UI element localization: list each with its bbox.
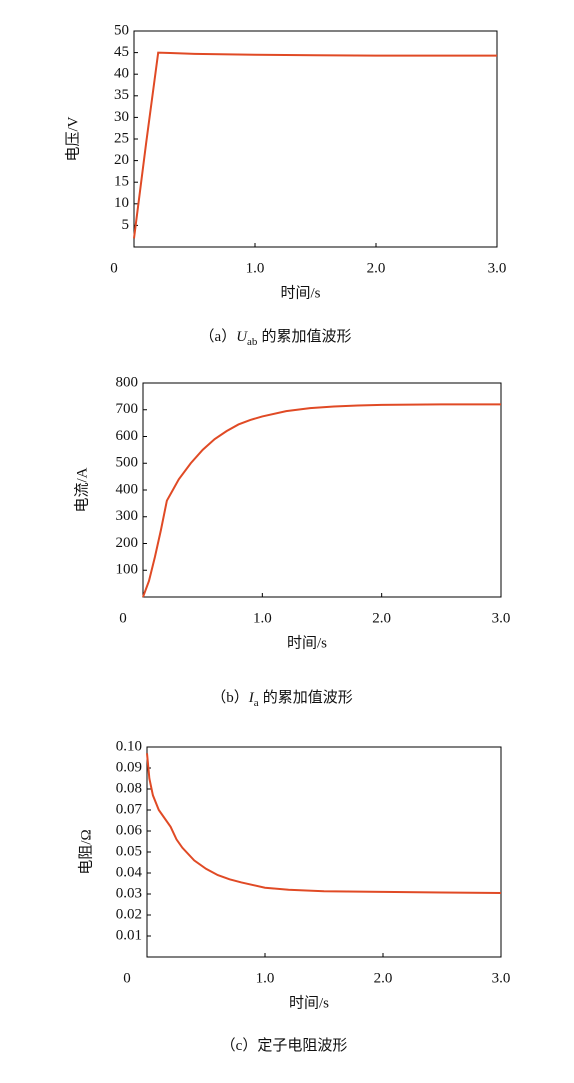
y-axis-label: 电流/A — [73, 467, 90, 512]
caption-text: 定子电阻波形 — [257, 1037, 347, 1054]
caption: （c）定子电阻波形 — [221, 1037, 348, 1054]
x-tick-label: 3.0 — [488, 260, 507, 276]
y-axis-label: 电阻/Ω — [77, 829, 94, 874]
y-tick-label: 40 — [114, 66, 129, 82]
plot-frame — [142, 382, 502, 598]
caption-symbol: I — [248, 690, 255, 706]
x-tick-label: 0 — [110, 260, 118, 276]
y-tick-label: 0.01 — [116, 927, 142, 943]
y-tick-label: 0.04 — [116, 864, 143, 880]
x-tick-label: 2.0 — [367, 260, 386, 276]
y-tick-label: 400 — [116, 481, 139, 497]
x-tick-label: 0 — [119, 610, 127, 626]
data-line — [146, 753, 502, 894]
y-tick-label: 300 — [116, 508, 139, 524]
y-tick-label: 10 — [114, 195, 129, 211]
caption-subscript: ab — [247, 336, 258, 348]
plot-frame — [146, 746, 502, 958]
caption-symbol: U — [236, 329, 248, 345]
x-axis-label: 时间/s — [280, 284, 320, 301]
y-tick-label: 0.05 — [116, 843, 142, 859]
y-tick-label: 0.07 — [116, 801, 143, 817]
y-axis-label: 电压/V — [64, 116, 81, 161]
x-tick-label: 2.0 — [372, 610, 391, 626]
y-tick-label: 15 — [114, 174, 129, 190]
plot-frame — [133, 30, 498, 248]
y-tick-label: 500 — [116, 455, 139, 471]
caption-subscript: a — [254, 697, 259, 709]
y-tick-label: 800 — [116, 374, 139, 390]
y-tick-label: 5 — [122, 217, 130, 233]
y-tick-label: 0.08 — [116, 780, 142, 796]
y-tick-label: 25 — [114, 130, 129, 146]
x-axis-label: 时间/s — [287, 634, 327, 651]
caption-text: 的累加值波形 — [263, 689, 353, 706]
caption-label: （b） — [211, 689, 249, 706]
x-tick-label: 1.0 — [253, 610, 272, 626]
x-tick-label: 0 — [123, 970, 131, 986]
x-tick-label: 1.0 — [246, 260, 265, 276]
y-tick-label: 20 — [114, 152, 129, 168]
y-tick-label: 100 — [116, 562, 139, 578]
x-tick-label: 3.0 — [492, 610, 511, 626]
x-axis-label: 时间/s — [289, 994, 329, 1011]
data-line — [142, 403, 501, 598]
y-tick-label: 35 — [114, 87, 129, 103]
y-tick-label: 0.03 — [116, 885, 142, 901]
y-tick-label: 700 — [116, 401, 139, 417]
y-tick-label: 600 — [116, 428, 139, 444]
caption: （a）Uab 的累加值波形 — [200, 328, 352, 347]
y-tick-label: 45 — [114, 44, 129, 60]
y-tick-label: 50 — [114, 22, 129, 38]
y-tick-label: 0.06 — [116, 822, 143, 838]
y-tick-label: 200 — [116, 535, 139, 551]
caption: （b）Ia 的累加值波形 — [211, 689, 352, 708]
y-tick-label: 0.09 — [116, 759, 142, 775]
caption-label: （a） — [200, 328, 237, 345]
data-line — [133, 51, 497, 239]
caption-label: （c） — [221, 1037, 258, 1054]
y-tick-label: 0.10 — [116, 738, 142, 754]
y-tick-label: 0.02 — [116, 906, 142, 922]
x-tick-label: 2.0 — [374, 970, 393, 986]
y-tick-label: 30 — [114, 109, 129, 125]
caption-text: 的累加值波形 — [261, 328, 351, 345]
x-tick-label: 1.0 — [256, 970, 275, 986]
x-tick-label: 3.0 — [492, 970, 511, 986]
